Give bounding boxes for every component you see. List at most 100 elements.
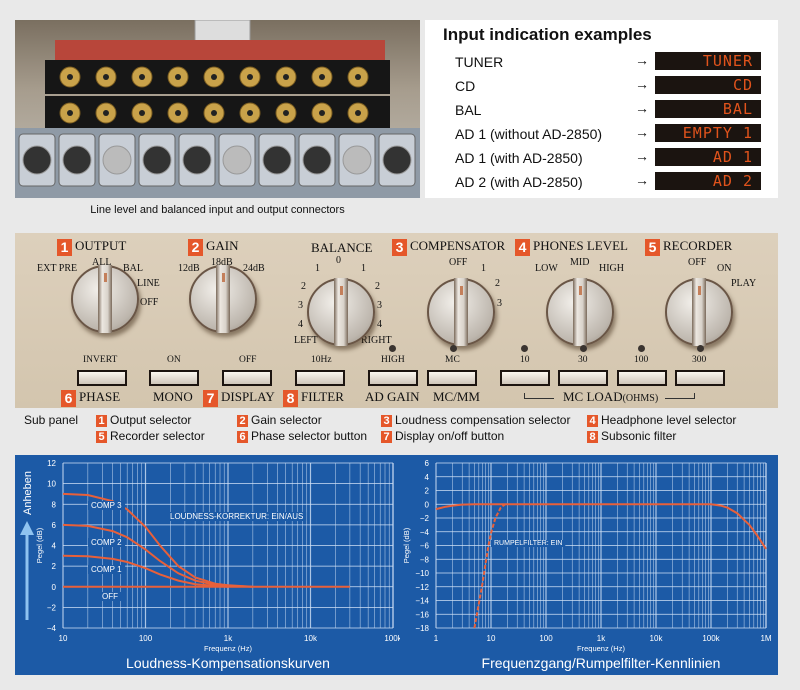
compensator-knob[interactable] bbox=[427, 278, 495, 346]
mono-button[interactable] bbox=[149, 370, 199, 386]
y-tick-label: −12 bbox=[415, 583, 429, 592]
mc-mm-label: MC/MM bbox=[433, 389, 480, 404]
y-tick-label: 6 bbox=[425, 459, 430, 468]
x-tick-label: 100 bbox=[139, 634, 153, 643]
x-axis-label: Frequenz (Hz) bbox=[204, 644, 252, 653]
comp2-label: COMP 2 bbox=[91, 538, 122, 547]
y-tick-label: −2 bbox=[420, 514, 430, 523]
y-tick-label: −4 bbox=[420, 528, 430, 537]
y-tick-label: −8 bbox=[420, 555, 430, 564]
phase-invert-button[interactable] bbox=[77, 370, 127, 386]
button-label: 30 bbox=[578, 355, 588, 365]
knob-label: 3 bbox=[298, 300, 303, 311]
sub-panel-legend: Sub panel 1 Output selector 2 Gain selecto… bbox=[15, 412, 785, 448]
source-label: AD 1 (with AD-2850) bbox=[455, 150, 583, 166]
boost-label: Anheben bbox=[22, 471, 34, 515]
xlr-socket-icon bbox=[222, 145, 252, 175]
recorder-knob[interactable] bbox=[665, 278, 733, 346]
high-led-indicator bbox=[389, 345, 396, 352]
knob-label: 1 bbox=[361, 263, 366, 274]
x-tick-label: 10k bbox=[304, 634, 318, 643]
y-tick-label: 4 bbox=[52, 542, 57, 551]
mc-led-indicator bbox=[450, 345, 457, 352]
knob-label: ALL bbox=[92, 257, 112, 268]
mc-load-label: MC LOAD(OHMS) bbox=[563, 389, 659, 404]
input-indication-title: Input indication examples bbox=[443, 25, 652, 44]
output-selector-knob[interactable] bbox=[71, 265, 139, 333]
display-readout: CD bbox=[655, 76, 761, 94]
knob-label: OFF bbox=[449, 257, 468, 268]
legend-item: 6 Phase selector button bbox=[237, 429, 367, 443]
photo-caption: Line level and balanced input and output… bbox=[90, 204, 345, 216]
rca-pin-icon bbox=[247, 110, 253, 116]
xlr-socket-icon bbox=[182, 145, 212, 175]
button-label: HIGH bbox=[381, 355, 405, 365]
button-label: 300 bbox=[692, 355, 707, 365]
mc-mm-button[interactable] bbox=[427, 370, 477, 386]
y-tick-label: 6 bbox=[52, 521, 57, 530]
legend-item: 2 Gain selector bbox=[237, 413, 322, 427]
x-tick-label: 1 bbox=[434, 634, 439, 643]
y-axis-label: Pegel (dB) bbox=[402, 527, 411, 563]
chart-title: Frequenzgang/Rumpelfilter-Kennlinien bbox=[482, 655, 721, 671]
balance-title: BALANCE bbox=[311, 240, 373, 255]
indication-row: TUNER → TUNER bbox=[455, 52, 775, 72]
bracket-right bbox=[665, 393, 695, 399]
rca-pin-icon bbox=[139, 74, 145, 80]
filter-10hz-button[interactable] bbox=[295, 370, 345, 386]
xlr-socket-icon bbox=[302, 145, 332, 175]
ad-gain-high-button[interactable] bbox=[368, 370, 418, 386]
knob-label: EXT PRE bbox=[37, 263, 78, 274]
mc-load-100-button[interactable] bbox=[617, 370, 667, 386]
display-off-button[interactable] bbox=[222, 370, 272, 386]
knob-label: BAL bbox=[123, 263, 143, 274]
arrow-icon: → bbox=[635, 148, 649, 164]
boost-arrow-head-icon bbox=[20, 521, 34, 535]
knob-label: 3 bbox=[497, 298, 502, 309]
phones-level-knob[interactable] bbox=[546, 278, 614, 346]
y-tick-label: −10 bbox=[415, 569, 429, 578]
source-label: AD 2 (with AD-2850) bbox=[455, 174, 583, 190]
output-title: 1 OUTPUT bbox=[57, 238, 126, 256]
button-label: INVERT bbox=[83, 355, 118, 365]
connector-illustration bbox=[15, 20, 420, 198]
arrow-icon: → bbox=[635, 52, 649, 68]
source-label: TUNER bbox=[455, 54, 504, 70]
knob-label: OFF bbox=[688, 257, 707, 268]
mc-load-10-button[interactable] bbox=[500, 370, 550, 386]
legend-title: Sub panel bbox=[24, 413, 79, 427]
x-tick-label: 10 bbox=[487, 634, 496, 643]
rca-pin-icon bbox=[247, 74, 253, 80]
off-label-bg bbox=[99, 592, 122, 601]
arrow-icon: → bbox=[635, 100, 649, 116]
rca-pin-icon bbox=[211, 110, 217, 116]
gain-selector-knob[interactable] bbox=[189, 265, 257, 333]
knob-label: 0 bbox=[336, 255, 341, 266]
comp3-label: COMP 3 bbox=[91, 501, 122, 510]
balance-knob[interactable] bbox=[307, 278, 375, 346]
y-tick-label: 12 bbox=[47, 459, 56, 468]
input-indication-examples: Input indication examples TUNER → TUNER CD… bbox=[425, 20, 778, 198]
x-tick-label: 100k bbox=[702, 634, 720, 643]
y-tick-label: 4 bbox=[425, 473, 430, 482]
rca-pin-icon bbox=[319, 110, 325, 116]
recorder-title: 5 RECORDER bbox=[645, 238, 732, 256]
mc-load-30-button[interactable] bbox=[558, 370, 608, 386]
load-300-led-indicator bbox=[697, 345, 704, 352]
y-tick-label: −2 bbox=[47, 603, 57, 612]
x-axis-label: Frequenz (Hz) bbox=[577, 644, 625, 653]
load-100-led-indicator bbox=[638, 345, 645, 352]
x-tick-label: 1k bbox=[224, 634, 233, 643]
arrow-icon: → bbox=[635, 172, 649, 188]
x-tick-label: 1M bbox=[760, 634, 771, 643]
rca-pin-icon bbox=[283, 74, 289, 80]
rca-pin-icon bbox=[103, 74, 109, 80]
connector-photo bbox=[15, 20, 420, 198]
mc-load-300-button[interactable] bbox=[675, 370, 725, 386]
xlr-socket-icon bbox=[142, 145, 172, 175]
display-readout: TUNER bbox=[655, 52, 761, 70]
button-label: 100 bbox=[634, 355, 649, 365]
display-readout: EMPTY 1 bbox=[655, 124, 761, 142]
source-label: BAL bbox=[455, 102, 482, 118]
y-tick-label: −14 bbox=[415, 597, 429, 606]
